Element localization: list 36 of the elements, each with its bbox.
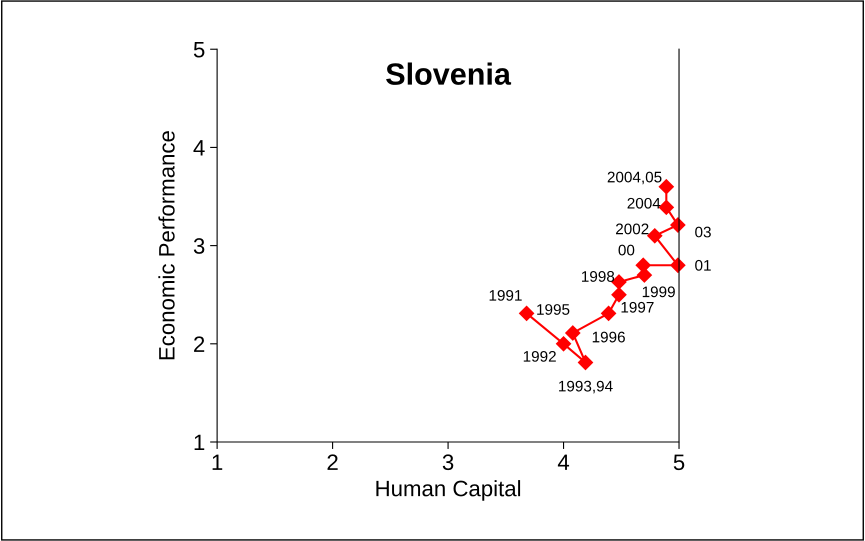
point	[565, 325, 580, 341]
point	[611, 287, 627, 302]
y-tick-label: 2	[194, 336, 204, 352]
annotation: 1995	[537, 304, 570, 315]
x-tick-label: 3	[442, 454, 454, 470]
y-tick-label: 3	[194, 238, 204, 254]
point	[647, 228, 662, 244]
annotation: 1992	[524, 350, 556, 362]
annotation: 1997	[622, 302, 654, 313]
y-tick-label: 5	[194, 42, 204, 58]
point	[578, 354, 594, 370]
x-tick-label: 2	[328, 454, 338, 470]
point	[556, 336, 572, 352]
annotation: 00	[618, 244, 634, 256]
annotation: 01	[695, 260, 711, 271]
annotation: 1999	[642, 286, 675, 298]
x-tick-label: 1	[212, 454, 222, 470]
point	[658, 200, 674, 215]
point	[519, 306, 534, 321]
annotation: 2004	[628, 198, 660, 209]
x-tick-label: 5	[674, 454, 684, 470]
annotation: 1993,94	[559, 380, 613, 394]
x-axis-title: Human Capital	[376, 480, 520, 501]
annotation: 1998	[582, 271, 614, 282]
y-tick-label: 1	[194, 434, 204, 450]
annotation: 2004,05	[608, 172, 662, 184]
point	[601, 306, 616, 321]
x-tick-label: 4	[558, 454, 570, 470]
annotation: 03	[695, 226, 711, 238]
annotation: 1996	[592, 332, 625, 342]
y-axis-title: Economic Performance	[158, 131, 175, 360]
annotation: 2002	[616, 224, 648, 234]
annotation: 1991	[490, 290, 522, 301]
y-tick-label: 4	[193, 140, 205, 156]
point	[636, 258, 651, 273]
chart-title: Slovenia	[386, 62, 512, 85]
